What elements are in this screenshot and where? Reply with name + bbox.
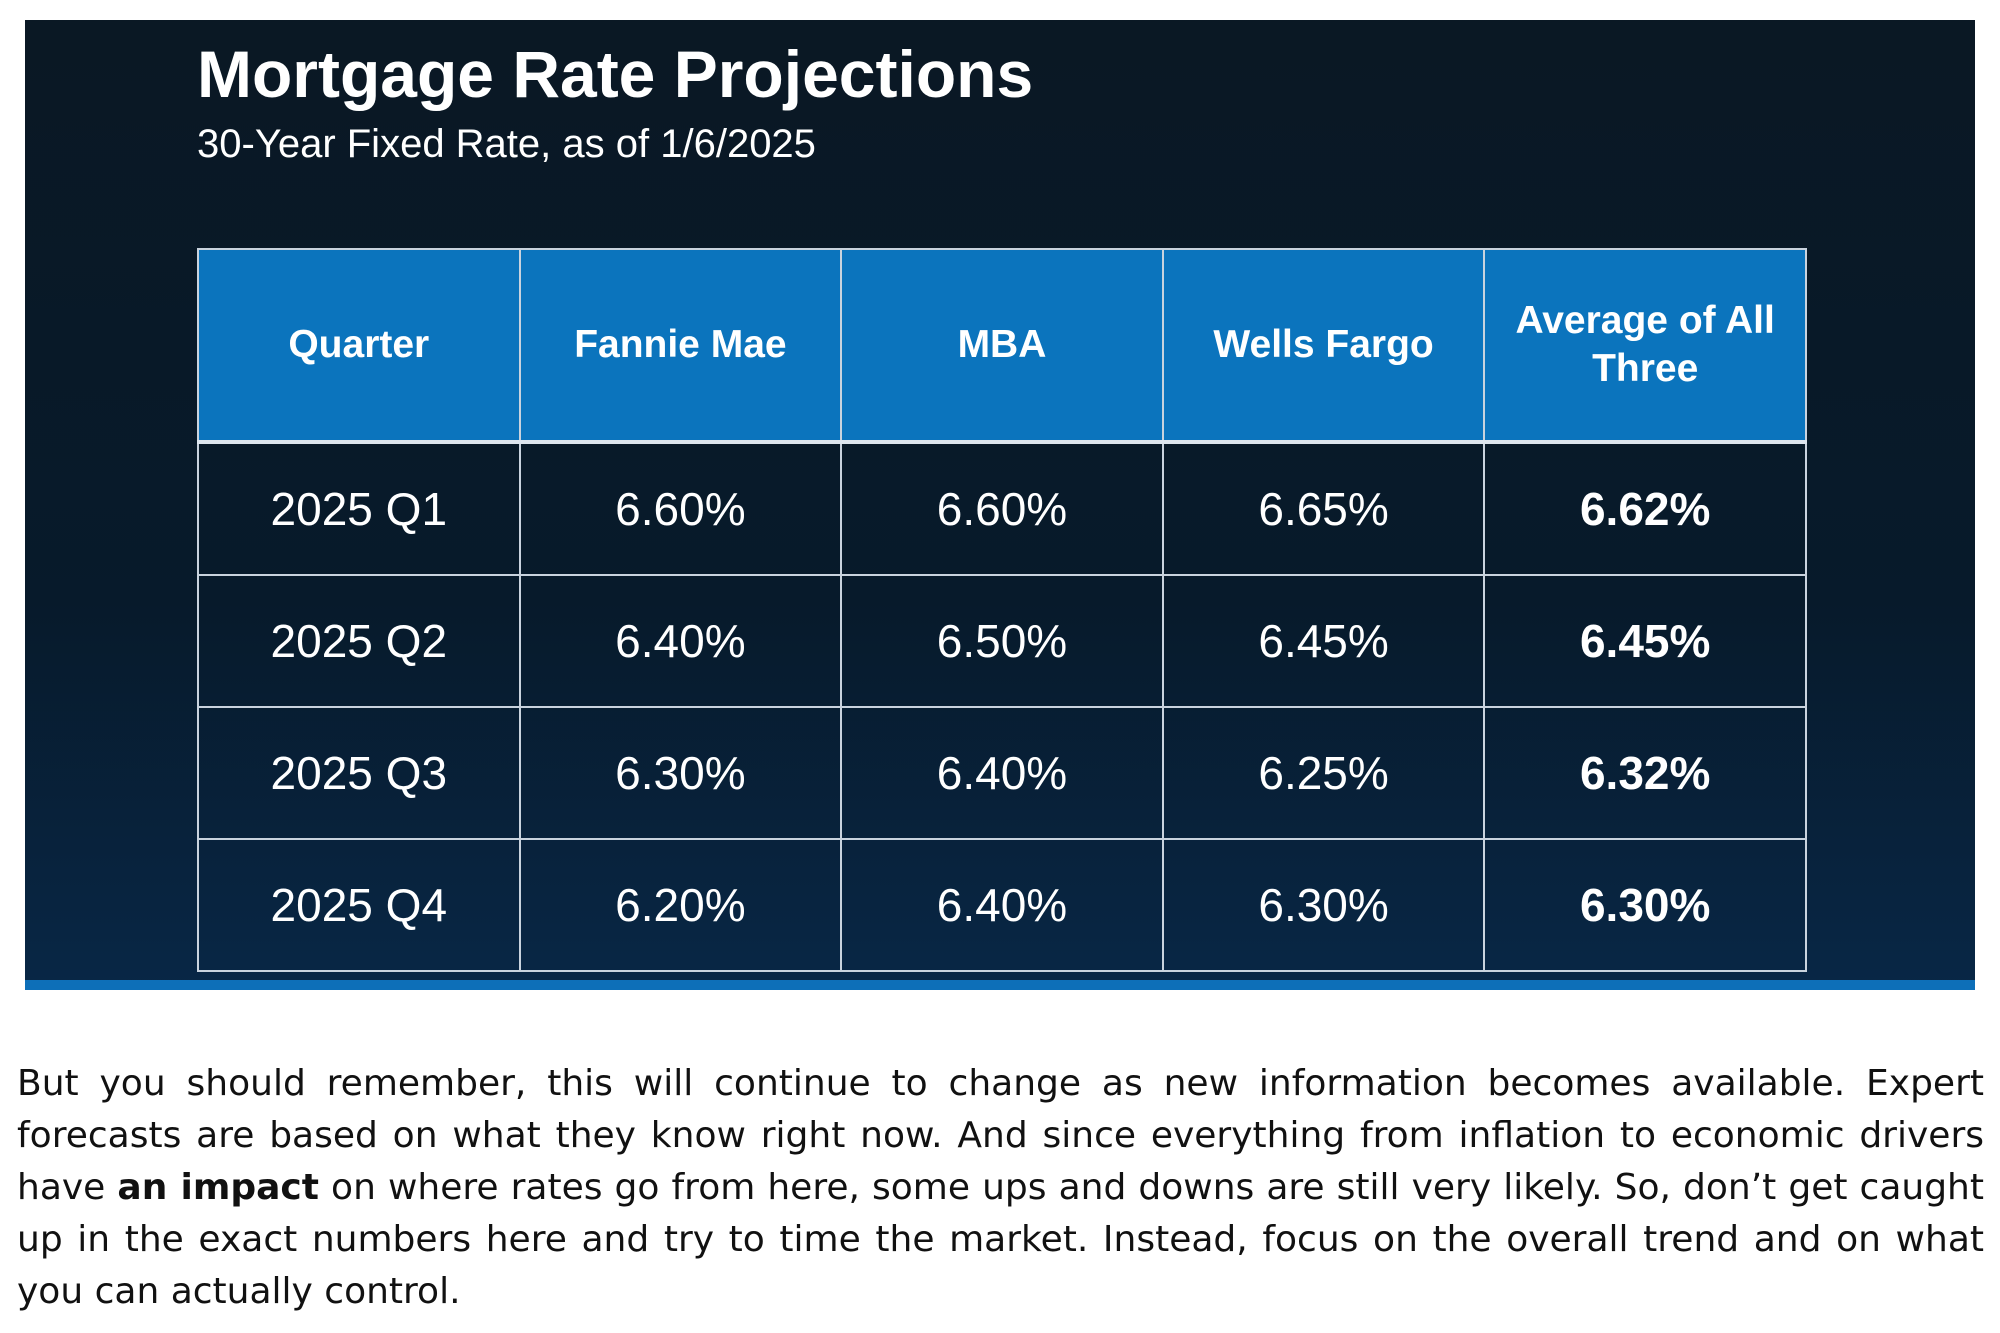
cell-mba: 6.50% [840,574,1164,708]
cell-mba: 6.40% [840,706,1164,840]
table-row: 2025 Q4 6.20% 6.40% 6.30% 6.30% [197,838,1807,972]
paragraph-text-start: But you should remember, this will conti… [17,1063,1984,1208]
chart-subtitle: 30-Year Fixed Rate, as of 1/6/2025 [197,122,816,166]
cell-quarter: 2025 Q1 [197,441,521,576]
table-row: 2025 Q3 6.30% 6.40% 6.25% 6.32% [197,706,1807,840]
cell-fannie-mae: 6.20% [518,838,843,972]
cell-quarter: 2025 Q3 [197,706,521,840]
cell-wells-fargo: 6.25% [1161,706,1486,840]
table-row: 2025 Q1 6.60% 6.60% 6.65% 6.62% [197,441,1807,576]
cell-mba: 6.60% [840,441,1164,576]
column-header-fannie-mae: Fannie Mae [518,248,843,444]
mortgage-rate-graphic: Mortgage Rate Projections 30-Year Fixed … [25,20,1975,990]
cell-quarter: 2025 Q4 [197,838,521,972]
column-header-wells-fargo: Wells Fargo [1161,248,1486,444]
paragraph-bold-link-text: an impact [117,1167,319,1208]
cell-fannie-mae: 6.60% [518,441,843,576]
cell-fannie-mae: 6.30% [518,706,843,840]
rates-table: Quarter Fannie Mae MBA Wells Fargo Avera… [197,248,1807,972]
cell-average: 6.30% [1483,838,1807,972]
cell-fannie-mae: 6.40% [518,574,843,708]
cell-average: 6.32% [1483,706,1807,840]
article-paragraph: But you should remember, this will conti… [17,1058,1984,1318]
table-row: 2025 Q2 6.40% 6.50% 6.45% 6.45% [197,574,1807,708]
column-header-quarter: Quarter [197,248,521,444]
cell-wells-fargo: 6.45% [1161,574,1486,708]
cell-wells-fargo: 6.30% [1161,838,1486,972]
accent-bar [25,980,1975,990]
chart-title: Mortgage Rate Projections [197,37,1034,111]
table-header-row: Quarter Fannie Mae MBA Wells Fargo Avera… [197,248,1807,444]
column-header-average: Average of All Three [1483,248,1807,444]
paragraph-text-end: on where rates go from here, some ups an… [17,1167,1984,1312]
cell-quarter: 2025 Q2 [197,574,521,708]
cell-mba: 6.40% [840,838,1164,972]
cell-average: 6.45% [1483,574,1807,708]
cell-average: 6.62% [1483,441,1807,576]
column-header-mba: MBA [840,248,1164,444]
cell-wells-fargo: 6.65% [1161,441,1486,576]
